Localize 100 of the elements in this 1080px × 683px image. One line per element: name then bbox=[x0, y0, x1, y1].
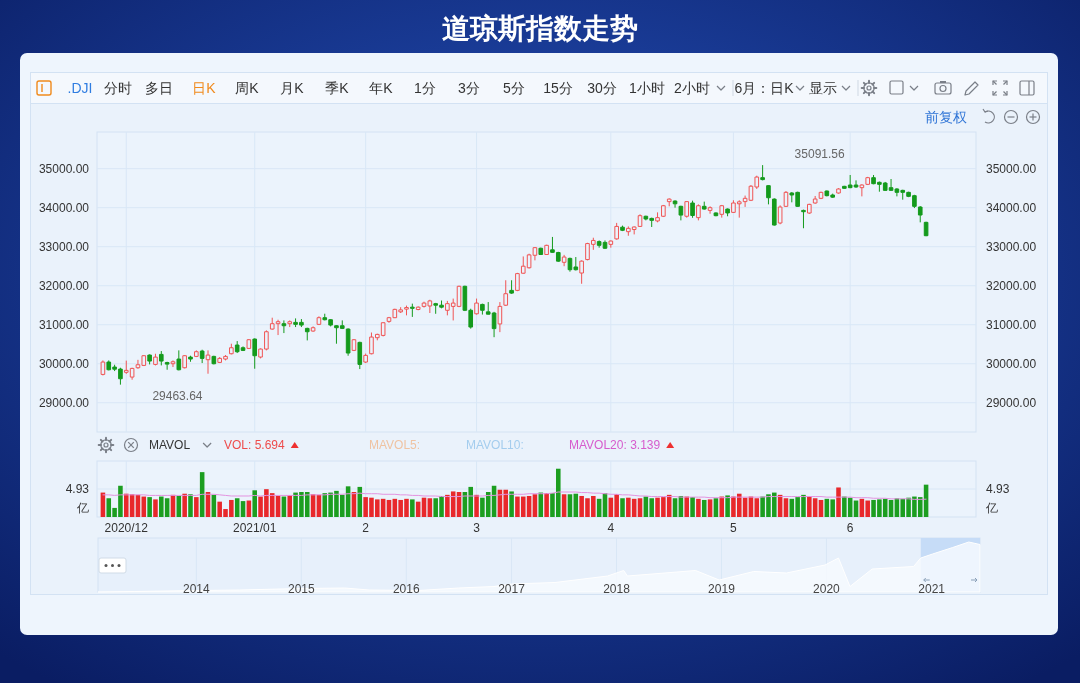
candlestick bbox=[579, 259, 584, 285]
x-tick-label: 5 bbox=[730, 521, 738, 535]
candlestick bbox=[503, 279, 509, 307]
x-tick-label: 2019 bbox=[708, 582, 736, 596]
candlestick bbox=[666, 197, 672, 207]
candlestick bbox=[188, 355, 193, 363]
candlestick bbox=[287, 319, 293, 328]
candlestick bbox=[147, 353, 152, 365]
x-tick-label: 2018 bbox=[603, 582, 631, 596]
candlestick bbox=[771, 197, 777, 227]
y2-tick-label: 33000.00 bbox=[986, 239, 1037, 254]
y2-tick-label: 30000.00 bbox=[986, 356, 1037, 371]
candlestick bbox=[182, 354, 187, 369]
y-tick-label: 34000.00 bbox=[38, 200, 90, 215]
candlestick bbox=[713, 211, 719, 217]
candlestick bbox=[766, 184, 771, 205]
y-tick-label: 29000.00 bbox=[38, 395, 90, 410]
candlestick bbox=[725, 207, 730, 217]
candlestick bbox=[410, 303, 415, 318]
x-tick-label: 2020 bbox=[813, 582, 841, 596]
bar bbox=[147, 497, 152, 517]
text: 6月：日K bbox=[734, 80, 795, 96]
candlestick bbox=[812, 195, 818, 205]
candlestick bbox=[538, 247, 544, 256]
candlestick bbox=[637, 213, 643, 228]
candlestick bbox=[153, 353, 158, 366]
bar bbox=[719, 496, 725, 517]
bar bbox=[544, 493, 549, 517]
text: 2小时 bbox=[674, 80, 710, 96]
candlestick bbox=[561, 254, 567, 267]
text: 月K bbox=[280, 80, 305, 96]
text: 道琼斯指数走势 bbox=[442, 12, 638, 44]
bar bbox=[684, 496, 689, 517]
candlestick bbox=[351, 338, 357, 352]
bar bbox=[410, 499, 415, 517]
candlestick bbox=[655, 211, 660, 223]
candlestick bbox=[480, 303, 485, 316]
x-tick-label: 2014 bbox=[183, 582, 211, 596]
text: VOL: 5.694 bbox=[224, 438, 286, 452]
candlestick bbox=[678, 205, 684, 221]
candlestick bbox=[544, 244, 549, 256]
bar bbox=[690, 497, 695, 517]
candlestick bbox=[310, 325, 316, 333]
bar bbox=[252, 490, 257, 517]
candlestick bbox=[170, 359, 176, 368]
candlestick bbox=[474, 298, 479, 316]
candlestick bbox=[199, 349, 205, 364]
text: MAVOL bbox=[149, 438, 191, 452]
candlestick bbox=[509, 279, 514, 295]
y-tick-label: 35000.00 bbox=[38, 161, 90, 176]
candlestick bbox=[760, 164, 765, 181]
y-tick-label: 4.93 bbox=[65, 482, 90, 496]
text: 多日 bbox=[145, 80, 173, 96]
candlestick bbox=[707, 205, 713, 215]
x-tick-label: 2016 bbox=[392, 582, 420, 596]
bar bbox=[194, 497, 199, 517]
text: 3分 bbox=[458, 80, 480, 96]
bar bbox=[725, 495, 730, 517]
candlestick bbox=[211, 355, 217, 365]
candlestick bbox=[690, 200, 695, 219]
y2-tick-label: 32000.00 bbox=[986, 278, 1037, 293]
y2-tick-label: 34000.00 bbox=[986, 200, 1037, 215]
candlestick bbox=[252, 337, 258, 370]
bar bbox=[474, 494, 479, 517]
text: MAVOL20: 3.139 bbox=[569, 438, 661, 452]
text: 年K bbox=[369, 80, 394, 96]
bar bbox=[182, 493, 187, 517]
text: 前复权 bbox=[925, 109, 967, 125]
candlestick bbox=[194, 349, 199, 358]
text: 15分 bbox=[543, 80, 573, 96]
candlestick bbox=[357, 341, 363, 370]
bar bbox=[696, 498, 701, 517]
text: 季K bbox=[325, 80, 350, 96]
x-tick-label: 4 bbox=[607, 521, 615, 535]
annotation: 29463.64 bbox=[152, 388, 203, 403]
candlestick bbox=[608, 239, 614, 249]
text: 分时 bbox=[104, 80, 132, 96]
candlestick bbox=[281, 319, 287, 334]
candlestick bbox=[923, 221, 929, 237]
candlestick bbox=[801, 209, 806, 229]
bar bbox=[538, 492, 544, 517]
bar bbox=[707, 499, 713, 517]
bar bbox=[836, 487, 841, 517]
text: 30分 bbox=[587, 80, 617, 96]
candlestick bbox=[620, 225, 625, 232]
x-tick-label: 3 bbox=[473, 521, 481, 535]
candlestick bbox=[696, 203, 701, 221]
y-tick-label: 31000.00 bbox=[38, 317, 90, 332]
text: MAVOL5: bbox=[369, 438, 421, 452]
y-tick-label: 33000.00 bbox=[38, 239, 90, 254]
x-tick-label: 6 bbox=[846, 521, 854, 535]
x-tick-label: 2021 bbox=[918, 582, 946, 596]
candlestick bbox=[672, 199, 678, 209]
text: 日K bbox=[192, 80, 217, 96]
y2-tick-label: 29000.00 bbox=[986, 395, 1037, 410]
y-tick-label: 32000.00 bbox=[38, 278, 90, 293]
candlestick bbox=[701, 201, 707, 211]
candlestick bbox=[684, 200, 690, 219]
candlestick bbox=[164, 361, 170, 371]
x-tick-label: 2021/01 bbox=[233, 521, 277, 535]
